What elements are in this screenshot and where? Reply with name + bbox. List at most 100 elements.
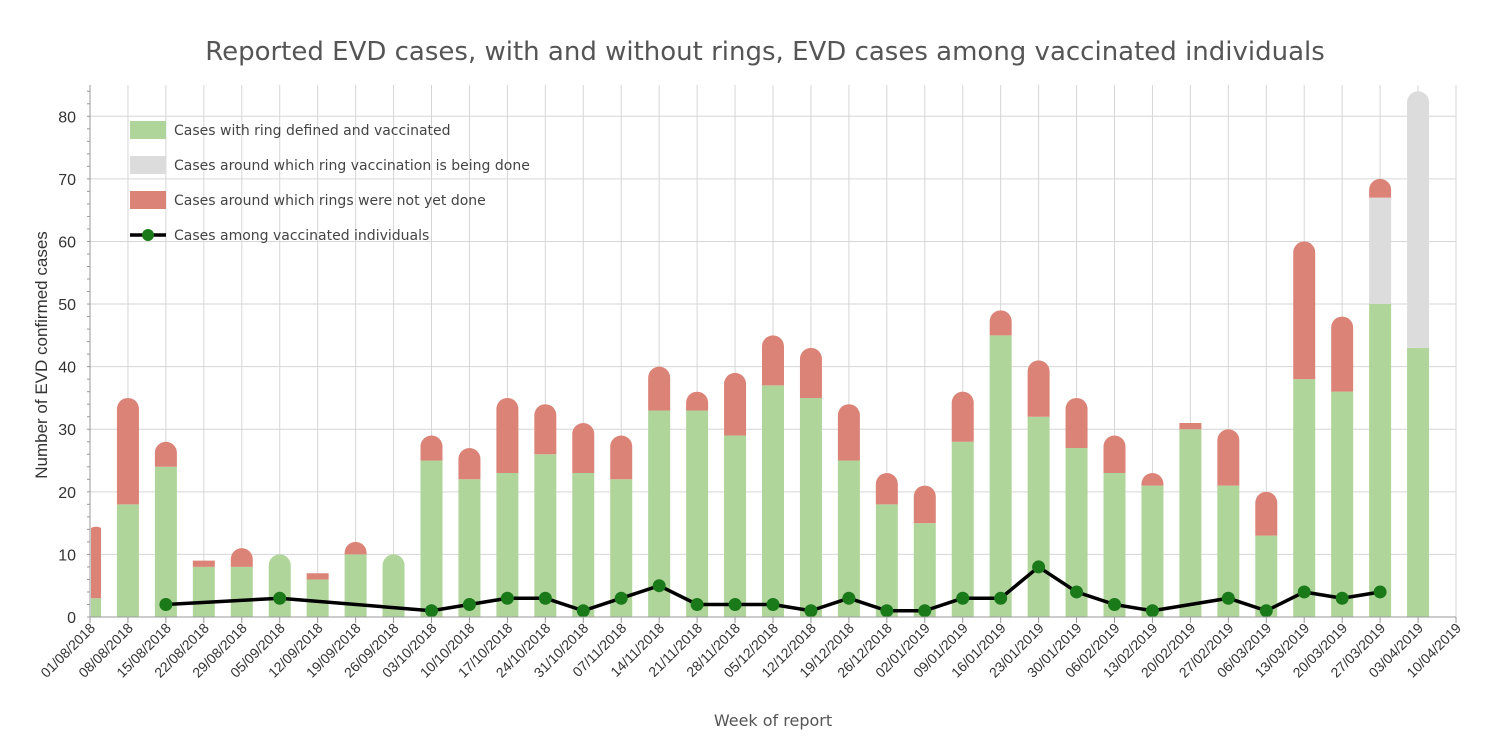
axes <box>87 85 1457 623</box>
x-axis-label: Week of report <box>714 711 832 730</box>
vaccinated-point <box>1145 604 1159 618</box>
bar-cases-with-ring-defined-and-vaccinated <box>1179 429 1202 617</box>
vaccinated-point <box>994 591 1008 605</box>
bars <box>91 91 1430 617</box>
bar-cases-around-which-rings-were-not-yet-done <box>648 366 671 411</box>
bar-cases-with-ring-defined-and-vaccinated <box>230 566 253 617</box>
bar-cases-with-ring-defined-and-vaccinated <box>610 479 633 617</box>
vaccinated-line <box>159 560 1387 618</box>
bar-cases-around-which-rings-were-not-yet-done <box>1293 241 1316 380</box>
vaccinated-point <box>956 591 970 605</box>
bar-cases-around-which-rings-were-not-yet-done <box>799 347 822 398</box>
vaccinated-point <box>1297 585 1311 599</box>
bar-cases-with-ring-defined-and-vaccinated <box>344 554 367 617</box>
vaccinated-point <box>842 591 856 605</box>
bar-cases-with-ring-defined-and-vaccinated <box>762 385 784 617</box>
vaccinated-point <box>1259 604 1273 618</box>
vaccinated-point <box>462 597 476 611</box>
bar-cases-around-which-rings-were-not-yet-done <box>572 422 595 474</box>
y-tick-label: 60 <box>58 234 76 251</box>
chart-title: Reported EVD cases, with and without rin… <box>205 37 1325 67</box>
bar-cases-around-which-rings-were-not-yet-done <box>1331 316 1354 392</box>
legend-swatch <box>130 191 166 209</box>
bar-cases-with-ring-defined-and-vaccinated <box>1217 485 1240 617</box>
bar-cases-with-ring-defined-and-vaccinated <box>382 554 405 617</box>
vaccinated-point <box>1032 560 1046 574</box>
vaccinated-point <box>576 604 590 618</box>
vaccinated-point <box>918 604 932 618</box>
bar-cases-with-ring-defined-and-vaccinated <box>875 504 898 617</box>
bar-cases-around-which-rings-were-not-yet-done <box>1027 360 1050 417</box>
bar-cases-with-ring-defined-and-vaccinated <box>1141 485 1164 617</box>
bar-cases-around-which-rings-were-not-yet-done <box>724 372 747 436</box>
vaccinated-point <box>652 579 666 593</box>
bar-cases-around-which-rings-were-not-yet-done <box>875 473 898 505</box>
vaccinated-point <box>1108 597 1121 611</box>
vaccinated-point <box>766 597 780 611</box>
bar-cases-around-which-rings-were-not-yet-done <box>458 448 481 480</box>
bar-cases-around-which-rings-were-not-yet-done <box>534 404 557 455</box>
legend-label: Cases around which rings were not yet do… <box>174 193 486 209</box>
legend-item: Cases around which rings were not yet do… <box>130 191 486 209</box>
bar-cases-around-which-ring-vaccination-is-being-done <box>1407 91 1430 348</box>
bar-cases-around-which-rings-were-not-yet-done <box>192 560 215 567</box>
legend-swatch <box>130 156 166 174</box>
bar-cases-with-ring-defined-and-vaccinated <box>724 435 747 617</box>
bar-cases-with-ring-defined-and-vaccinated <box>1293 379 1316 617</box>
vaccinated-point <box>538 591 552 605</box>
bar-cases-with-ring-defined-and-vaccinated <box>913 523 936 617</box>
legend-label: Cases with ring defined and vaccinated <box>174 123 451 139</box>
bar-cases-with-ring-defined-and-vaccinated <box>1255 535 1278 617</box>
bar-cases-around-which-rings-were-not-yet-done <box>116 397 139 505</box>
legend-label: Cases around which ring vaccination is b… <box>174 158 530 174</box>
bar-cases-with-ring-defined-and-vaccinated <box>458 479 481 617</box>
bar-cases-around-which-ring-vaccination-is-being-done <box>1369 197 1392 305</box>
bar-cases-around-which-rings-were-not-yet-done <box>1065 397 1088 449</box>
bar-cases-with-ring-defined-and-vaccinated <box>91 598 101 617</box>
bar-cases-around-which-rings-were-not-yet-done <box>1141 473 1164 486</box>
bar-cases-around-which-rings-were-not-yet-done <box>951 391 974 442</box>
bar-cases-around-which-rings-were-not-yet-done <box>913 485 936 524</box>
legend-swatch <box>130 121 166 139</box>
y-tick-label: 20 <box>58 485 76 502</box>
bar-cases-around-which-rings-were-not-yet-done <box>230 548 253 567</box>
y-tick-label: 30 <box>58 422 76 439</box>
bar-cases-with-ring-defined-and-vaccinated <box>1103 473 1126 617</box>
y-tick-label: 40 <box>58 360 76 377</box>
bar-cases-around-which-rings-were-not-yet-done <box>306 573 329 580</box>
bar-cases-around-which-rings-were-not-yet-done <box>91 526 101 599</box>
bar-cases-with-ring-defined-and-vaccinated <box>306 579 329 617</box>
bar-cases-around-which-rings-were-not-yet-done <box>837 404 860 461</box>
vaccinated-point <box>500 591 514 605</box>
bar-cases-with-ring-defined-and-vaccinated <box>1407 347 1430 617</box>
vaccinated-point <box>728 597 742 611</box>
vaccinated-point <box>1373 585 1387 599</box>
vaccinated-point <box>690 597 704 611</box>
bar-cases-around-which-rings-were-not-yet-done <box>989 310 1012 336</box>
bar-cases-with-ring-defined-and-vaccinated <box>496 473 519 617</box>
vaccinated-point <box>273 591 287 605</box>
bar-cases-with-ring-defined-and-vaccinated <box>951 441 974 617</box>
bar-cases-with-ring-defined-and-vaccinated <box>1331 391 1354 617</box>
y-tick-label: 80 <box>58 109 76 126</box>
bar-cases-with-ring-defined-and-vaccinated <box>154 466 177 617</box>
legend: Cases with ring defined and vaccinated Ca… <box>130 121 530 244</box>
bar-cases-around-which-rings-were-not-yet-done <box>1179 422 1202 430</box>
legend-label: Cases among vaccinated individuals <box>174 228 429 244</box>
bar-cases-with-ring-defined-and-vaccinated <box>1065 448 1088 617</box>
vaccinated-point <box>804 604 818 618</box>
vaccinated-point <box>880 604 894 618</box>
bar-cases-around-which-rings-were-not-yet-done <box>1217 429 1240 486</box>
y-tick-label: 70 <box>58 172 76 189</box>
bar-cases-with-ring-defined-and-vaccinated <box>268 554 291 617</box>
legend-marker <box>142 229 154 241</box>
bar-cases-with-ring-defined-and-vaccinated <box>534 454 557 617</box>
vaccinated-point <box>425 604 438 618</box>
bar-cases-around-which-rings-were-not-yet-done <box>686 391 709 411</box>
bar-cases-with-ring-defined-and-vaccinated <box>116 504 139 617</box>
vaccinated-point <box>614 591 628 605</box>
bar-cases-with-ring-defined-and-vaccinated <box>192 566 215 617</box>
y-tick-label: 50 <box>58 297 76 314</box>
bar-cases-with-ring-defined-and-vaccinated <box>837 460 860 617</box>
